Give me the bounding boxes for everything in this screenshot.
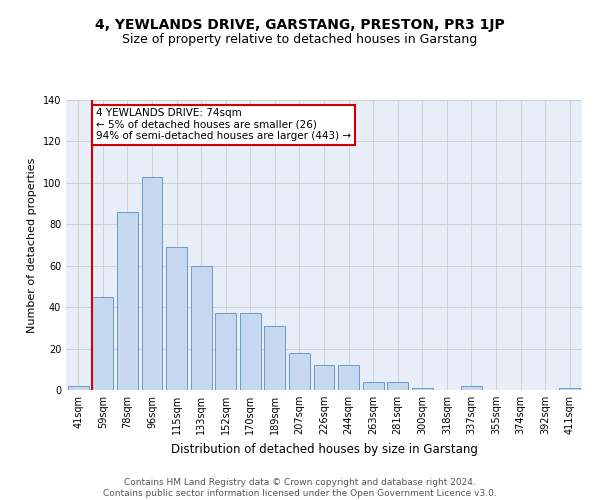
Bar <box>166 247 187 390</box>
Text: Size of property relative to detached houses in Garstang: Size of property relative to detached ho… <box>122 32 478 46</box>
X-axis label: Distribution of detached houses by size in Garstang: Distribution of detached houses by size … <box>170 442 478 456</box>
Bar <box>289 352 310 390</box>
Bar <box>215 314 236 390</box>
Bar <box>92 297 113 390</box>
Text: 4 YEWLANDS DRIVE: 74sqm
← 5% of detached houses are smaller (26)
94% of semi-det: 4 YEWLANDS DRIVE: 74sqm ← 5% of detached… <box>96 108 351 142</box>
Bar <box>387 382 408 390</box>
Bar <box>142 176 163 390</box>
Bar <box>68 386 89 390</box>
Bar <box>338 365 359 390</box>
Bar <box>191 266 212 390</box>
Bar <box>117 212 138 390</box>
Bar <box>559 388 580 390</box>
Bar <box>362 382 383 390</box>
Bar <box>412 388 433 390</box>
Text: 4, YEWLANDS DRIVE, GARSTANG, PRESTON, PR3 1JP: 4, YEWLANDS DRIVE, GARSTANG, PRESTON, PR… <box>95 18 505 32</box>
Bar <box>461 386 482 390</box>
Bar <box>240 314 261 390</box>
Bar <box>265 326 286 390</box>
Bar <box>314 365 334 390</box>
Text: Contains HM Land Registry data © Crown copyright and database right 2024.
Contai: Contains HM Land Registry data © Crown c… <box>103 478 497 498</box>
Y-axis label: Number of detached properties: Number of detached properties <box>27 158 37 332</box>
